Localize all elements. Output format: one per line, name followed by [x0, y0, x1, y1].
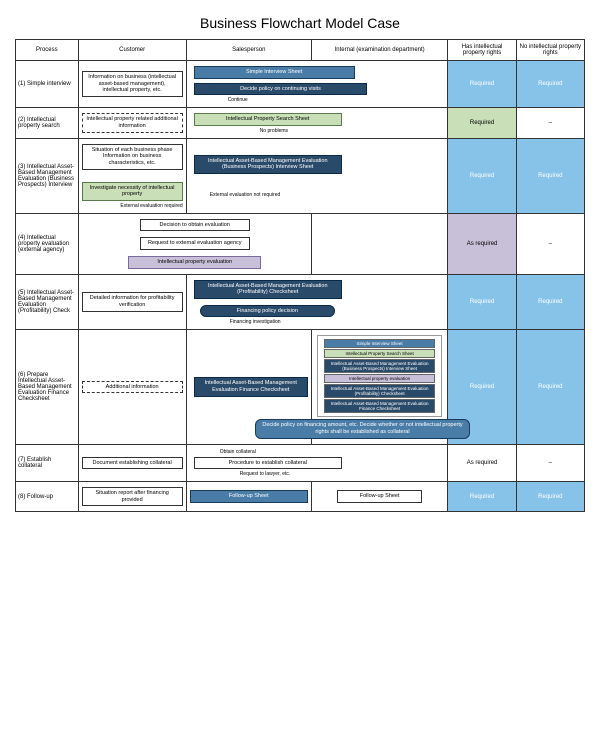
process-label: (3) Intellectual Asset-Based Management …: [16, 138, 79, 213]
customer-box: Detailed information for profitability v…: [82, 292, 183, 311]
has-ip-cell: Required: [448, 108, 516, 139]
decide-box: Decide policy on financing amount, etc. …: [255, 419, 470, 438]
has-ip-cell: Required: [448, 482, 516, 512]
process-label: (8) Follow-up: [16, 482, 79, 512]
sales-box: Intellectual Asset-Based Management Eval…: [194, 280, 342, 299]
process-label: (2) Intellectual property search: [16, 108, 79, 139]
flowchart-table: Process Customer Salesperson Internal (e…: [15, 39, 585, 512]
table-row: (8) Follow-up Situation report after fin…: [16, 482, 585, 512]
customer-box: Document establishing collateral: [82, 457, 183, 470]
no-ip-cell: –: [516, 213, 584, 274]
mini-sheet: Intellectual Property Search Sheet: [324, 349, 436, 358]
has-ip-cell: Required: [448, 61, 516, 108]
mini-sheet: Intellectual Asset-Based Management Eval…: [324, 384, 436, 398]
table-row: (4) Intellectual property evaluation (ex…: [16, 213, 585, 274]
customer-box: Situation of each business phase Informa…: [82, 144, 183, 170]
no-ip-cell: –: [516, 444, 584, 482]
has-ip-cell: Required: [448, 274, 516, 330]
table-row: (5) Intellectual Asset-Based Management …: [16, 274, 585, 330]
has-ip-cell: As required: [448, 444, 516, 482]
mini-sheet: Intellectual property evaluation: [324, 374, 436, 383]
table-row: (1) Simple interview Information on busi…: [16, 61, 585, 108]
header-salesperson: Salesperson: [186, 40, 311, 61]
sales-box: Intellectual Asset-Based Management Eval…: [194, 155, 342, 174]
flow-note: No problems: [260, 128, 445, 134]
internal-box: Follow-up Sheet: [337, 490, 423, 503]
customer-box: Intellectual property related additional…: [82, 113, 183, 132]
has-ip-cell: Required: [448, 138, 516, 213]
sales-box: Decide policy on continuing visits: [194, 83, 368, 96]
no-ip-cell: Required: [516, 330, 584, 444]
header-customer: Customer: [78, 40, 186, 61]
header-internal: Internal (examination department): [311, 40, 448, 61]
table-row: (3) Intellectual Asset-Based Management …: [16, 138, 585, 213]
flow-note: External evaluation required: [82, 203, 183, 209]
no-ip-cell: Required: [516, 61, 584, 108]
customer-box: Intellectual property evaluation: [128, 256, 260, 269]
mini-sheet: Intellectual Asset-Based Management Eval…: [324, 399, 436, 413]
flow-note: Financing investigation: [230, 319, 445, 325]
customer-box: Information on business (intellectual as…: [82, 71, 183, 97]
process-label: (7) Establish collateral: [16, 444, 79, 482]
flow-note: Obtain collateral: [220, 449, 445, 455]
no-ip-cell: Required: [516, 274, 584, 330]
process-label: (1) Simple interview: [16, 61, 79, 108]
has-ip-cell: As required: [448, 213, 516, 274]
mini-sheet: Intellectual Asset-Based Management Eval…: [324, 359, 436, 373]
mini-sheet: Simple Interview Sheet: [324, 339, 436, 348]
customer-box: Decision to obtain evaluation: [140, 219, 250, 232]
table-row: (6) Prepare Intellectual Asset-Based Man…: [16, 330, 585, 444]
customer-box: Request to external evaluation agency: [140, 237, 250, 250]
no-ip-cell: Required: [516, 482, 584, 512]
process-label: (4) Intellectual property evaluation (ex…: [16, 213, 79, 274]
process-label: (5) Intellectual Asset-Based Management …: [16, 274, 79, 330]
page-title: Business Flowchart Model Case: [15, 15, 585, 31]
header-has-ip: Has intellectual property rights: [448, 40, 516, 61]
sales-box: Intellectual Asset-Based Management Eval…: [194, 377, 308, 396]
flow-note: Request to lawyer, etc.: [240, 471, 445, 477]
sales-box: Financing policy decision: [200, 305, 335, 318]
flow-note: External evaluation not required: [210, 192, 445, 198]
sales-box: Procedure to establish collateral: [194, 457, 342, 470]
table-row: (7) Establish collateral Document establ…: [16, 444, 585, 482]
customer-box: Additional information: [82, 381, 183, 394]
header-no-ip: No intellectual property rights: [516, 40, 584, 61]
no-ip-cell: –: [516, 108, 584, 139]
process-label: (6) Prepare Intellectual Asset-Based Man…: [16, 330, 79, 444]
sales-box: Intellectual Property Search Sheet: [194, 113, 342, 126]
sales-box: Follow-up Sheet: [190, 490, 308, 503]
customer-box: Situation report after financing provide…: [82, 487, 183, 506]
no-ip-cell: Required: [516, 138, 584, 213]
flow-note: Continue: [228, 97, 445, 103]
header-process: Process: [16, 40, 79, 61]
sales-box: Simple Interview Sheet: [194, 66, 355, 79]
table-row: (2) Intellectual property search Intelle…: [16, 108, 585, 139]
sales-box: Investigate necessity of intellectual pr…: [82, 182, 183, 201]
